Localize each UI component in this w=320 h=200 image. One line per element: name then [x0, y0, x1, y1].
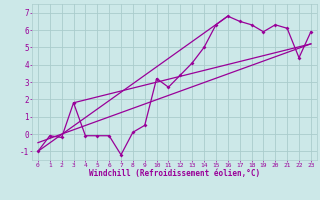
X-axis label: Windchill (Refroidissement éolien,°C): Windchill (Refroidissement éolien,°C)	[89, 169, 260, 178]
